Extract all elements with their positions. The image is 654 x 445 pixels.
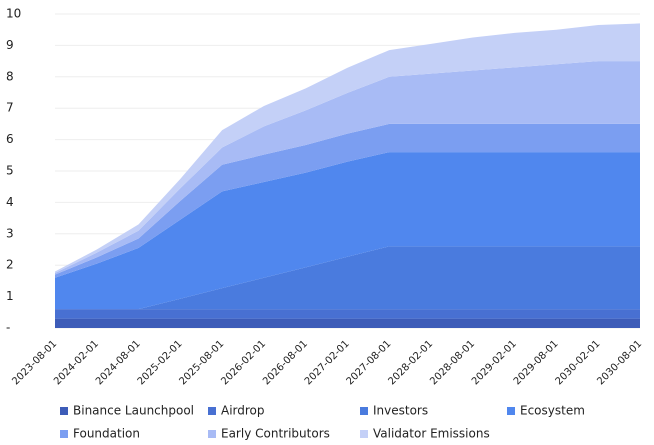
legend-swatch [208, 430, 216, 438]
legend-swatch [60, 430, 68, 438]
x-tick-label: 2030-08-01 [595, 338, 644, 387]
legend-label: Validator Emissions [373, 427, 490, 441]
y-tick-label: 3 [6, 226, 14, 240]
legend-label: Early Contributors [221, 427, 330, 441]
legend-swatch [208, 407, 216, 415]
y-tick-label: 5 [6, 164, 14, 178]
legend-label: Ecosystem [520, 404, 585, 418]
legend-label: Airdrop [221, 404, 265, 418]
y-tick-label: 4 [6, 195, 14, 209]
area [55, 61, 640, 275]
area [55, 123, 640, 278]
y-tick-label: 8 [6, 69, 14, 83]
legend-label: Investors [373, 404, 428, 418]
area [55, 23, 640, 274]
y-tick-label: 1 [6, 289, 14, 303]
legend-label: Binance Launchpool [73, 404, 194, 418]
legend-swatch [60, 407, 68, 415]
area [55, 246, 640, 310]
y-tick-label: 2 [6, 258, 14, 272]
legend-swatch [360, 430, 368, 438]
area [55, 318, 640, 328]
y-tick-label: 9 [6, 38, 14, 52]
area [55, 152, 640, 310]
legend-swatch [360, 407, 368, 415]
y-tick-label: 7 [6, 101, 14, 115]
area [55, 309, 640, 319]
y-tick-label: 6 [6, 132, 14, 146]
legend-label: Foundation [73, 427, 140, 441]
legend-swatch [507, 407, 515, 415]
y-tick-label: 10 [6, 7, 21, 21]
y-tick-label: - [6, 321, 10, 335]
